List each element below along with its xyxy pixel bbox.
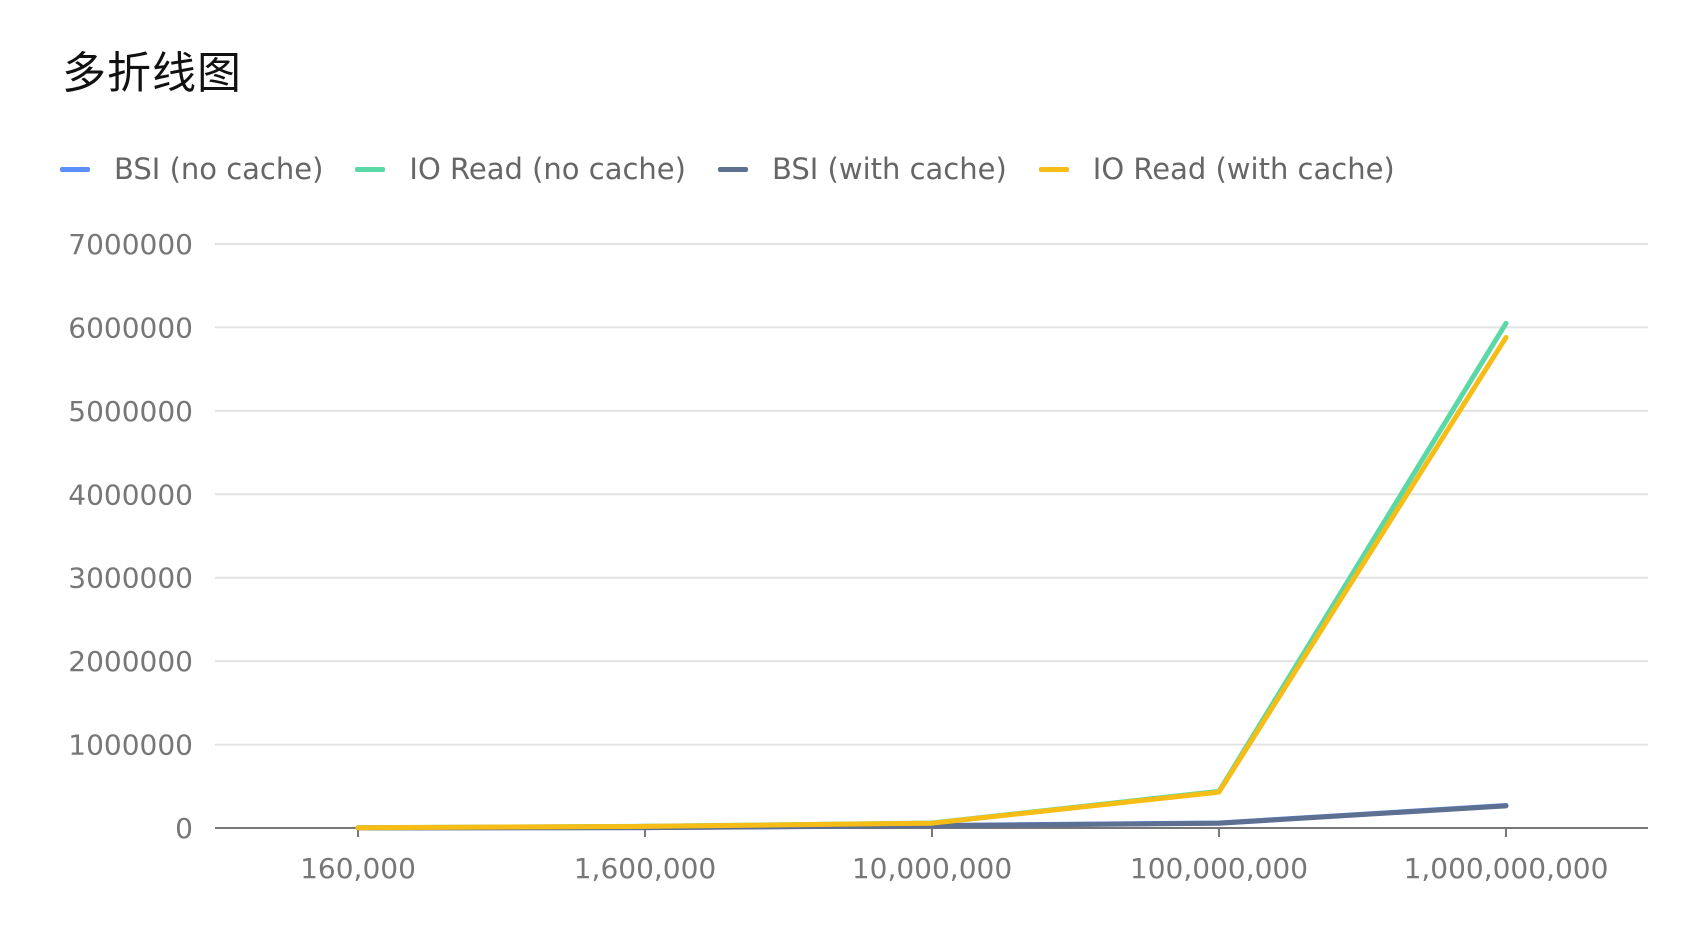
legend-label-bsi-with-cache: BSI (with cache) — [771, 152, 1007, 186]
x-tick-label: 10,000,000 — [852, 852, 1012, 885]
legend-item-bsi-with-cache[interactable]: BSI (with cache) — [717, 152, 1007, 186]
series-line-io-read-with-cache — [355, 334, 1509, 831]
y-tick-label: 7000000 — [68, 228, 193, 261]
x-tick-label: 1,000,000,000 — [1404, 852, 1609, 885]
chart-legend: BSI (no cache) IO Read (no cache) BSI (w… — [60, 152, 1395, 186]
legend-item-io-read-no-cache[interactable]: IO Read (no cache) — [355, 152, 686, 186]
x-tick-label: 160,000 — [300, 852, 416, 885]
legend-swatch-bsi-with-cache — [717, 166, 748, 172]
legend-swatch-bsi-no-cache — [60, 166, 90, 172]
legend-item-io-read-with-cache[interactable]: IO Read (with cache) — [1038, 152, 1395, 186]
series-line-io-read-no-cache — [355, 320, 1509, 831]
legend-swatch-io-read-with-cache — [1038, 166, 1069, 172]
legend-label-io-read-no-cache: IO Read (no cache) — [409, 152, 686, 186]
y-tick-label: 4000000 — [68, 478, 193, 511]
y-tick-label: 0 — [175, 812, 193, 845]
legend-swatch-io-read-no-cache — [355, 166, 386, 172]
legend-label-io-read-with-cache: IO Read (with cache) — [1092, 152, 1395, 186]
x-tick-label: 100,000,000 — [1130, 852, 1308, 885]
chart-title: 多折线图 — [62, 48, 242, 99]
y-tick-label: 3000000 — [68, 562, 193, 595]
y-tick-label: 2000000 — [68, 645, 193, 678]
y-tick-label: 1000000 — [68, 729, 193, 762]
x-tick-label: 1,600,000 — [574, 852, 717, 885]
legend-item-bsi-no-cache[interactable]: BSI (no cache) — [60, 152, 323, 186]
y-tick-label: 5000000 — [68, 395, 193, 428]
legend-label-bsi-no-cache: BSI (no cache) — [114, 152, 324, 186]
y-tick-label: 6000000 — [68, 311, 193, 344]
